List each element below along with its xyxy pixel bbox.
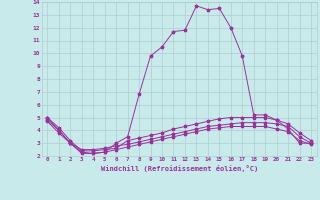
X-axis label: Windchill (Refroidissement éolien,°C): Windchill (Refroidissement éolien,°C) bbox=[100, 165, 258, 172]
